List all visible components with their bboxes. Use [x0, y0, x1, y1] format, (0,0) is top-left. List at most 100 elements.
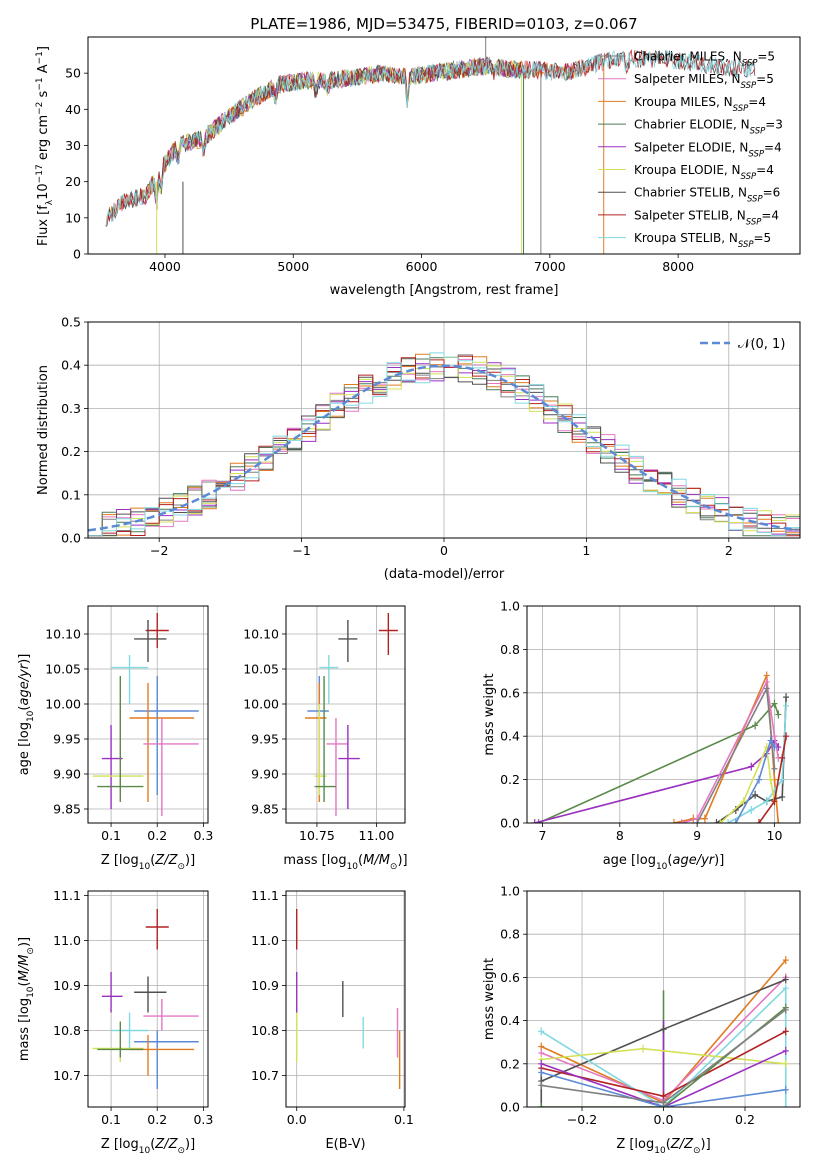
weight-marker [782, 975, 789, 984]
weight-marker [782, 1027, 789, 1036]
mass_vs_Z-ylabel: mass [log10(M/M⊙)] [17, 937, 36, 1061]
weight-marker [763, 797, 770, 806]
weight-marker [694, 819, 701, 823]
weight-marker [767, 736, 774, 745]
weight-marker [531, 819, 538, 823]
y-tick-label: 10.7 [251, 1068, 279, 1083]
weight-marker [782, 1085, 789, 1094]
weight-marker [771, 797, 778, 806]
y-tick-label: 0.4 [61, 358, 81, 373]
legend-count: =5 [757, 50, 775, 64]
weight-marker [756, 775, 763, 784]
x-tick-label: 0.0 [287, 1112, 307, 1127]
panels-group: 4000 5000 6000 7000 800001020304050Chabrier … [17, 36, 801, 1156]
weight-marker [783, 732, 790, 741]
age_vs_mass-xlabel: mass [log10(M/M⊙)] [283, 853, 407, 872]
label-part: age [log [603, 853, 656, 868]
x-tick-label: 7 [538, 828, 546, 843]
y-tick-label: 20 [65, 174, 81, 189]
y-tick-label: 40 [65, 102, 81, 117]
legend-sub: SSP [747, 195, 763, 205]
label-part: Flux [f [36, 205, 51, 246]
legend-count: =4 [764, 140, 782, 154]
weight-marker [783, 693, 790, 702]
y-tick-label: 30 [65, 138, 81, 153]
x-tick-label: −0.2 [567, 1112, 597, 1127]
y-tick-label: 10.10 [45, 627, 81, 642]
y-tick-label: 10.9 [251, 978, 279, 993]
weight-marker [763, 684, 770, 693]
weight_vs_age-lines [531, 671, 790, 823]
normal-curve [88, 364, 798, 532]
residuals-xlabel: (data-model)/error [384, 567, 505, 582]
label-part: ( [17, 981, 32, 986]
y-tick-label: 11.0 [53, 933, 81, 948]
spectrum-line [151, 58, 525, 203]
weight-marker [713, 819, 720, 823]
label-part: 10 [139, 1146, 151, 1156]
label-part: 10 [654, 1146, 666, 1156]
x-tick-label: −1 [292, 543, 310, 558]
weight-marker [775, 819, 782, 823]
y-tick-label: 0.2 [61, 444, 81, 459]
legend-model: Chabrier ELODIE, N [634, 118, 750, 132]
weight_vs_Z-frame [526, 890, 801, 1108]
label-part: age [log [17, 722, 32, 775]
y-tick-label: 10.05 [45, 662, 81, 677]
y-tick-label: 9.95 [251, 732, 279, 747]
weight-line [727, 705, 787, 823]
label-part: )] [185, 1137, 195, 1152]
legend-count: =3 [765, 118, 783, 132]
legend-count: =4 [756, 163, 774, 177]
legend-count: =4 [748, 95, 766, 109]
label-part: −17 [35, 164, 45, 183]
label-part: mass [log [17, 998, 32, 1061]
weight-marker [670, 819, 677, 823]
weight-line [541, 1050, 787, 1107]
legend-label: 𝒩(0, 1) [738, 337, 785, 352]
legend-count: =5 [754, 231, 772, 245]
y-tick-label: 10 [65, 210, 81, 225]
legend-label: Chabrier STELIB, NSSP=6 [634, 186, 780, 205]
y-tick-label: 10.7 [53, 1068, 81, 1083]
weight-marker [771, 764, 778, 773]
label-part: Z/Z [670, 1137, 694, 1152]
y-tick-label: 9.90 [53, 767, 81, 782]
y-tick-label: 11.0 [251, 933, 279, 948]
spectrum-line [105, 49, 756, 227]
weight-marker [782, 1059, 789, 1068]
label-part: 10 [36, 183, 51, 200]
label-part: ] [36, 46, 51, 51]
label-part: ( [150, 853, 155, 868]
x-tick-label: 7000 [534, 259, 566, 274]
y-tick-label: 10.05 [243, 662, 279, 677]
x-tick-label: 11.00 [359, 828, 395, 843]
label-part: )] [17, 654, 32, 664]
label-part: Z [log [101, 1137, 139, 1152]
y-tick-label: 0.6 [500, 970, 520, 985]
legend-label: Kroupa STELIB, NSSP=5 [634, 231, 771, 250]
weight-marker [779, 792, 786, 801]
label-part: ⊙ [26, 947, 36, 955]
mass_vs_Z-points [92, 909, 199, 1089]
figure-title: PLATE=1986, MJD=53475, FIBERID=0103, z=0… [250, 15, 637, 33]
y-tick-label: 0.0 [61, 531, 81, 546]
label-part: Z/Z [154, 853, 178, 868]
legend-label: Salpeter ELODIE, NSSP=4 [634, 140, 782, 159]
weight-line [541, 1071, 786, 1107]
weight-marker [535, 819, 542, 823]
weight-marker [538, 1081, 545, 1090]
weight-marker [640, 1044, 647, 1053]
legend-label: Salpeter MILES, NSSP=5 [634, 72, 774, 91]
y-tick-label: 0.2 [500, 1056, 520, 1071]
weight-marker [660, 1025, 667, 1034]
label-part: −1 [35, 51, 45, 64]
weight-marker [538, 1027, 545, 1036]
weight-marker [701, 814, 708, 823]
weight-marker [771, 743, 778, 752]
legend-sub: SSP [750, 127, 766, 137]
y-tick-label: 0.4 [500, 729, 520, 744]
label-part: )] [714, 853, 724, 868]
weight-marker [775, 710, 782, 719]
weight-marker [771, 732, 778, 741]
